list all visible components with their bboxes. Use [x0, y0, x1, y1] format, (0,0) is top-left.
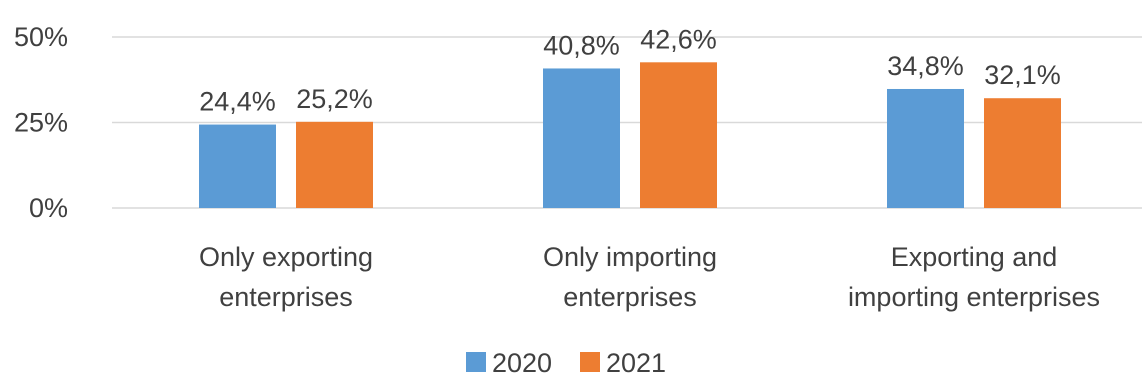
- bar-2021-0: [296, 121, 373, 208]
- category-label: importing enterprises: [848, 282, 1100, 312]
- legend-label-2020: 2020: [492, 348, 552, 378]
- bar-2021-2: [984, 98, 1061, 208]
- data-label-2020-0: 24,4%: [199, 87, 276, 117]
- category-label: enterprises: [563, 282, 697, 312]
- data-label-2021-2: 32,1%: [984, 60, 1061, 90]
- data-label-2021-0: 25,2%: [296, 84, 373, 114]
- data-label-2020-2: 34,8%: [887, 51, 964, 81]
- y-tick-label: 0%: [29, 193, 68, 223]
- x-axis-category-labels: Only exporting enterprises Only importing e…: [199, 242, 1100, 312]
- legend-swatch-2020: [466, 352, 486, 372]
- bar-2020-0: [199, 124, 276, 208]
- y-axis-tick-labels: 0% 25% 50%: [14, 22, 68, 223]
- category-label: Only exporting: [199, 242, 373, 272]
- legend-swatch-2021: [580, 352, 600, 372]
- y-tick-label: 50%: [14, 22, 68, 52]
- data-label-2021-1: 42,6%: [640, 24, 717, 54]
- legend: 2020 2021: [466, 348, 666, 378]
- category-label: Exporting and: [891, 242, 1058, 272]
- category-label: enterprises: [219, 282, 353, 312]
- gridlines: [112, 36, 1142, 209]
- data-label-2020-1: 40,8%: [543, 30, 620, 60]
- y-tick-label: 25%: [14, 108, 68, 138]
- bar-2020-1: [543, 68, 620, 209]
- legend-label-2021: 2021: [606, 348, 666, 378]
- bars: [199, 62, 1061, 209]
- category-label: Only importing: [543, 242, 717, 272]
- bar-2020-2: [887, 88, 964, 208]
- data-labels: 24,4% 25,2% 40,8% 42,6% 34,8% 32,1%: [199, 24, 1061, 116]
- bar-2021-1: [640, 62, 717, 208]
